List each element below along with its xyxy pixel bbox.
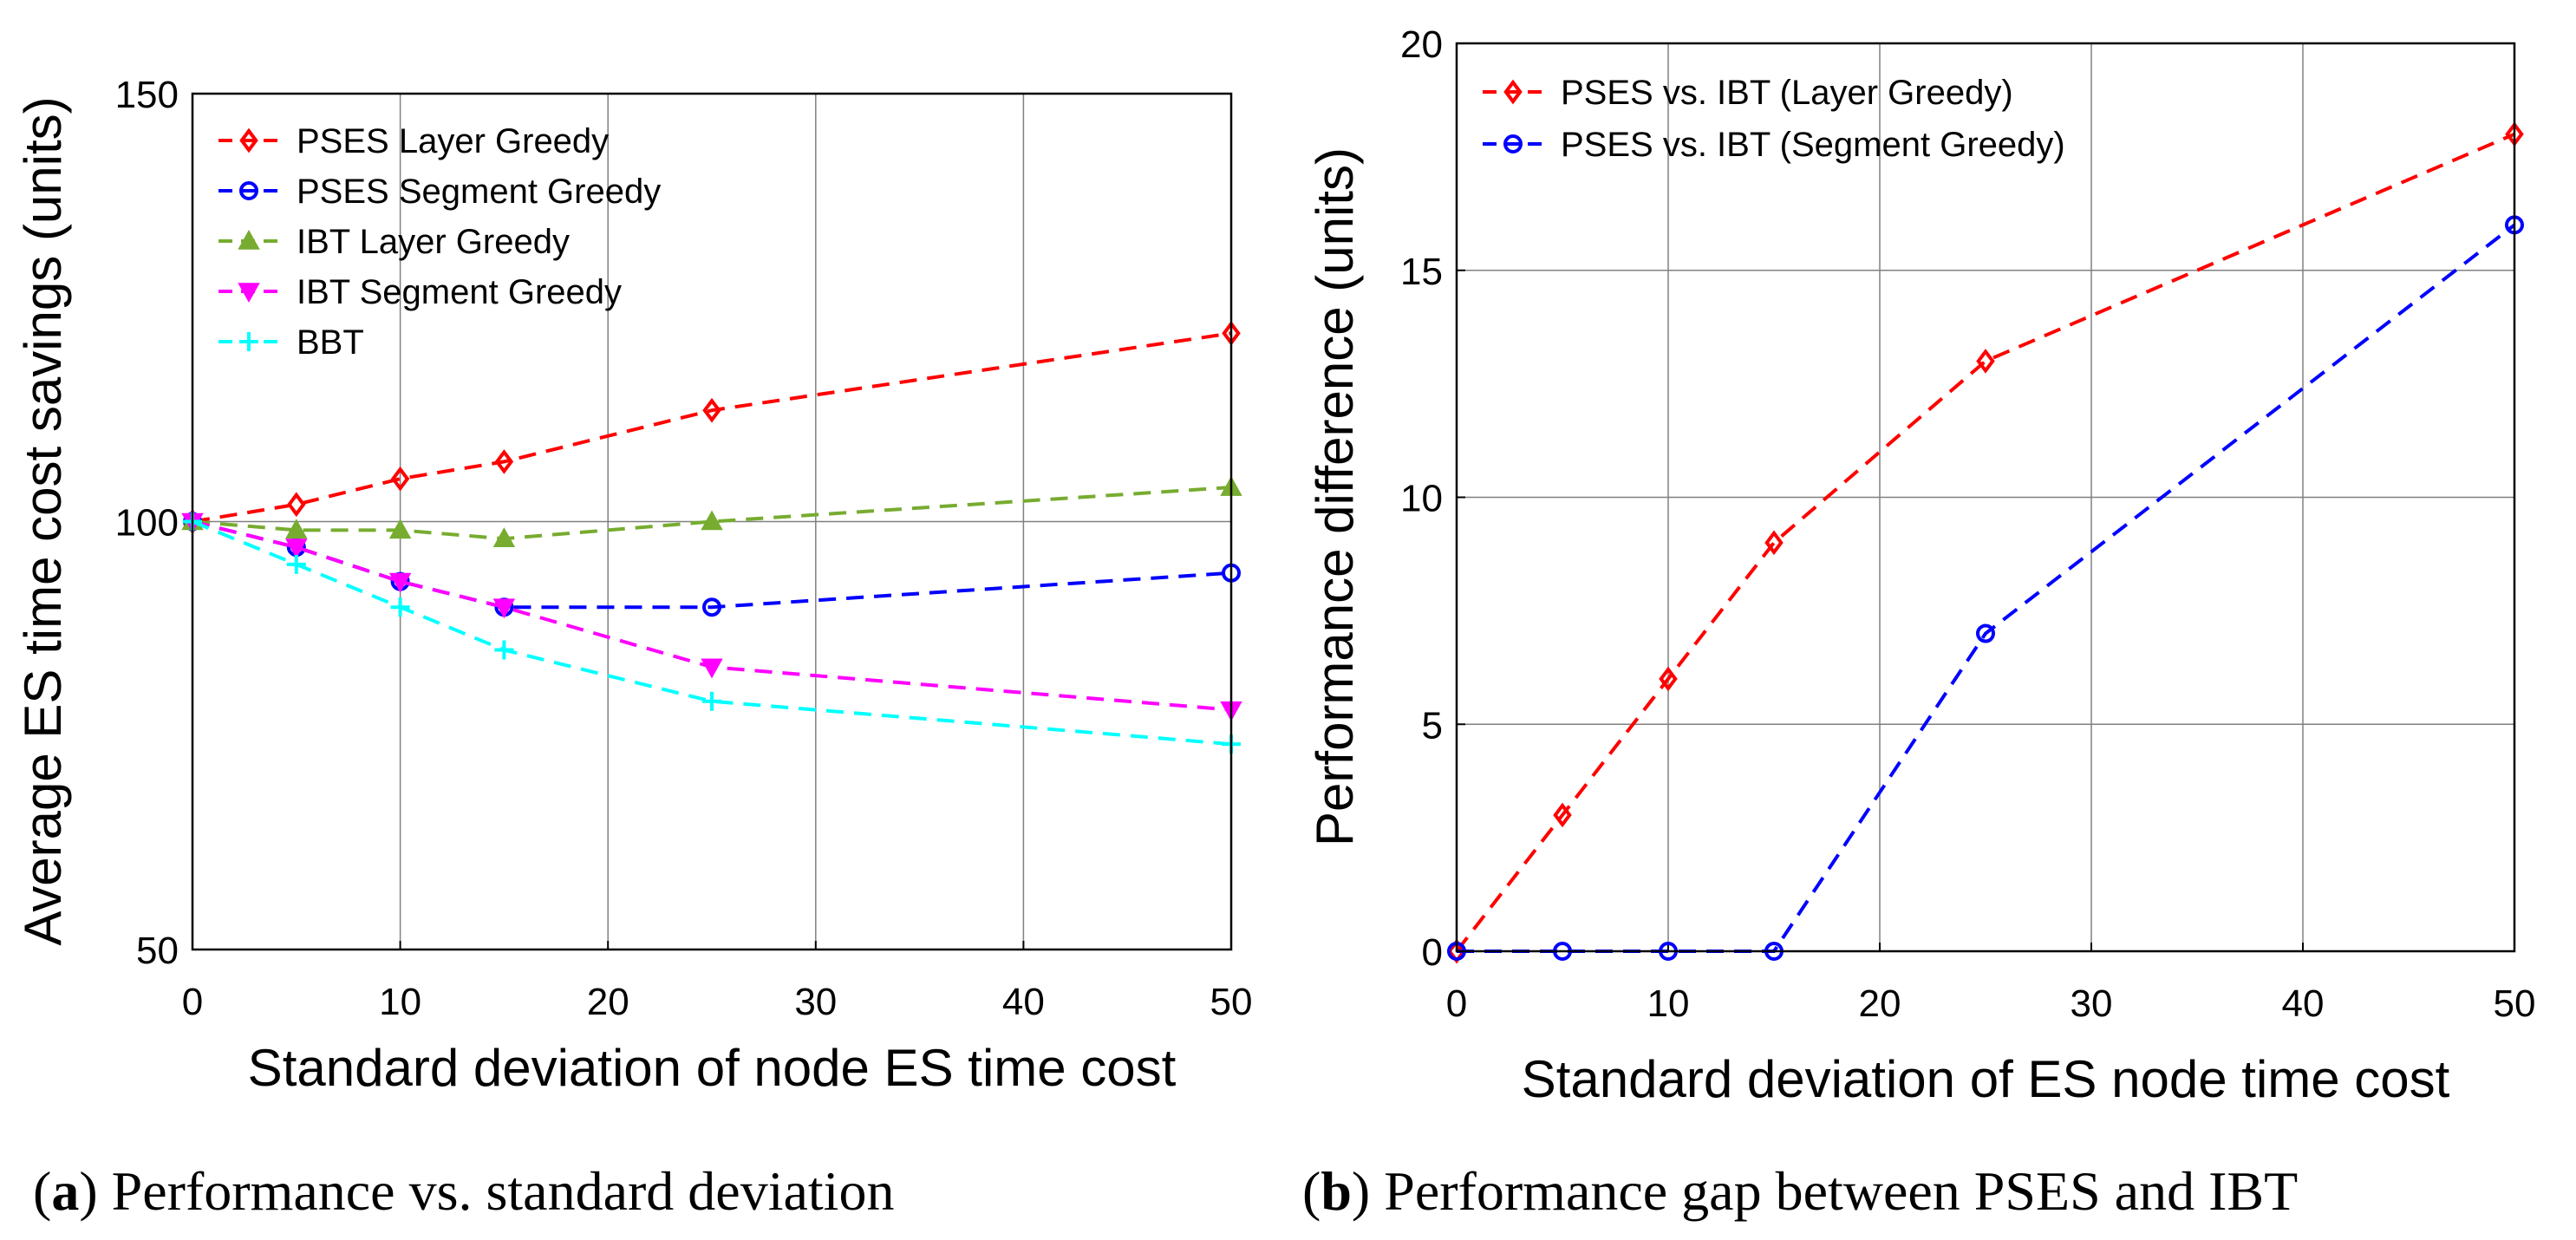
caption-letter: a xyxy=(51,1160,79,1222)
x-tick-label: 10 xyxy=(1647,982,1690,1025)
series-line xyxy=(192,519,1232,747)
x-axis-label: Standard deviation of node ES time cost xyxy=(248,1039,1177,1097)
y-tick-label: 15 xyxy=(1400,251,1443,293)
legend-marker xyxy=(239,181,258,200)
y-axis-label: Average ES time cost savings (units) xyxy=(14,96,72,945)
legend-marker xyxy=(238,283,260,303)
x-tick-label: 50 xyxy=(1210,981,1253,1023)
chart-b: 0 10 20 30 40 50 0 5 10 15 20 PSES vs. IBT (Layer G… xyxy=(1302,23,2535,1222)
series-line xyxy=(192,486,1232,541)
figure-caption: (b) Performance gap between PSES and IBT xyxy=(1302,1160,2298,1222)
data-point xyxy=(287,492,306,518)
data-point xyxy=(286,554,306,574)
legend-marker xyxy=(238,229,260,250)
caption-letter: b xyxy=(1321,1160,1352,1222)
data-point xyxy=(1659,666,1678,692)
y-axis-label: Performance difference (units) xyxy=(1306,147,1364,846)
caption-text: ) Performance vs. standard deviation xyxy=(79,1160,894,1222)
plot-frame xyxy=(191,92,1233,951)
y-tick-label: 10 xyxy=(1400,478,1443,520)
data-point xyxy=(702,691,721,711)
data-point xyxy=(701,510,723,531)
data-point xyxy=(701,658,723,679)
y-tick-label: 100 xyxy=(115,502,179,545)
x-tick-label: 20 xyxy=(1859,982,1901,1025)
x-tick-label: 40 xyxy=(1002,981,1045,1023)
y-tick-label: 150 xyxy=(115,74,179,116)
x-axis-label: Standard deviation of ES node time cost xyxy=(1522,1050,2450,1108)
caption-text: ) Performance gap between PSES and IBT xyxy=(1352,1160,2298,1222)
legend-entry: IBT Layer Greedy xyxy=(297,223,570,261)
x-tick-label: 30 xyxy=(2071,982,2113,1025)
data-point xyxy=(388,519,412,539)
data-point xyxy=(285,538,308,559)
data-point xyxy=(390,466,410,492)
plot-frame xyxy=(1455,42,2516,953)
legend-entry: PSES Segment Greedy xyxy=(297,173,661,211)
legend-marker xyxy=(239,332,258,351)
legend-marker xyxy=(1503,134,1523,153)
x-tick-label: 50 xyxy=(2494,982,2536,1025)
legend-entry: PSES vs. IBT (Layer Greedy) xyxy=(1561,74,2013,112)
figure-caption: (a) Performance vs. standard deviation xyxy=(33,1160,894,1222)
series-line xyxy=(192,519,1232,712)
legend-entry: IBT Segment Greedy xyxy=(297,273,622,311)
legend-entry: PSES vs. IBT (Segment Greedy) xyxy=(1561,126,2065,164)
x-tick-label: 0 xyxy=(182,981,203,1023)
x-tick-label: 20 xyxy=(587,981,629,1023)
x-tick-label: 30 xyxy=(794,981,837,1023)
data-point xyxy=(390,597,410,617)
x-tick-label: 10 xyxy=(379,981,421,1023)
chart-a: 0 10 20 30 40 50 50 100 150 PSES Layer Greedy PSES… xyxy=(14,74,1252,1222)
y-tick-label: 5 xyxy=(1422,704,1443,747)
y-tick-label: 0 xyxy=(1422,931,1443,974)
data-point xyxy=(1764,530,1784,556)
data-point xyxy=(494,449,514,474)
series-line xyxy=(1455,132,2515,953)
caption-paren: ( xyxy=(33,1160,51,1222)
legend-entry: PSES Layer Greedy xyxy=(297,122,609,160)
legend-marker xyxy=(239,127,258,153)
data-point xyxy=(1976,623,1995,643)
legend-marker xyxy=(1503,79,1523,105)
legend-entry: BBT xyxy=(297,323,364,362)
x-tick-label: 40 xyxy=(2282,982,2325,1025)
series-line xyxy=(192,331,1232,524)
data-point xyxy=(492,527,516,548)
y-tick-label: 20 xyxy=(1400,23,1443,66)
data-point xyxy=(702,597,721,617)
data-point xyxy=(388,572,412,593)
x-tick-label: 0 xyxy=(1446,982,1467,1025)
data-point xyxy=(1553,802,1572,828)
y-tick-label: 50 xyxy=(136,930,179,972)
caption-paren: ( xyxy=(1302,1160,1321,1222)
data-point xyxy=(492,598,516,619)
data-point xyxy=(702,397,721,423)
data-point xyxy=(494,640,514,660)
data-point xyxy=(285,519,308,539)
data-point xyxy=(1976,349,1995,374)
